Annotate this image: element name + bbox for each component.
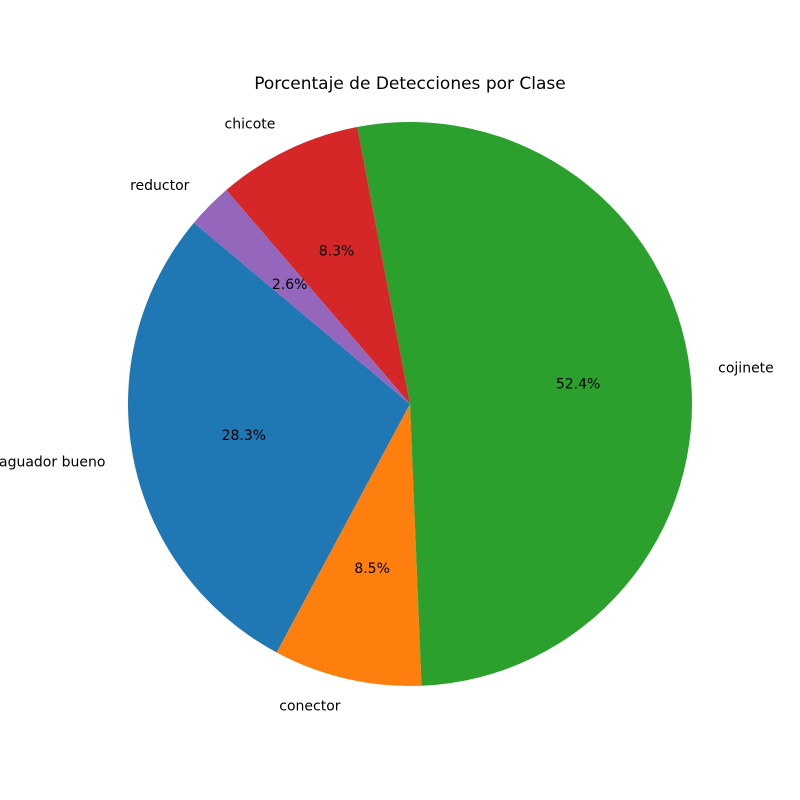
pct-chicote: 8.3% (319, 244, 355, 260)
label-reductor: reductor (130, 178, 190, 194)
label-conector: conector (279, 698, 341, 714)
pie-labels: aguador bueno 28.3% conector 8.5% cojinete 52… (0, 117, 774, 715)
label-chicote: chicote (225, 117, 276, 133)
pct-reductor: 2.6% (272, 277, 308, 293)
pct-cojinete: 52.4% (556, 377, 600, 393)
slice-aguador-bueno (127, 222, 410, 653)
slice-chicote (226, 126, 410, 404)
slice-conector (276, 404, 422, 686)
pct-aguador-bueno: 28.3% (222, 428, 266, 444)
slice-reductor (193, 190, 410, 404)
label-cojinete: cojinete (718, 360, 774, 376)
chart-title: Porcentaje de Detecciones por Clase (254, 74, 565, 94)
slice-cojinete (357, 121, 693, 686)
pie-slices (127, 121, 693, 686)
label-aguador-bueno: aguador bueno (0, 455, 105, 471)
pct-conector: 8.5% (354, 561, 390, 577)
